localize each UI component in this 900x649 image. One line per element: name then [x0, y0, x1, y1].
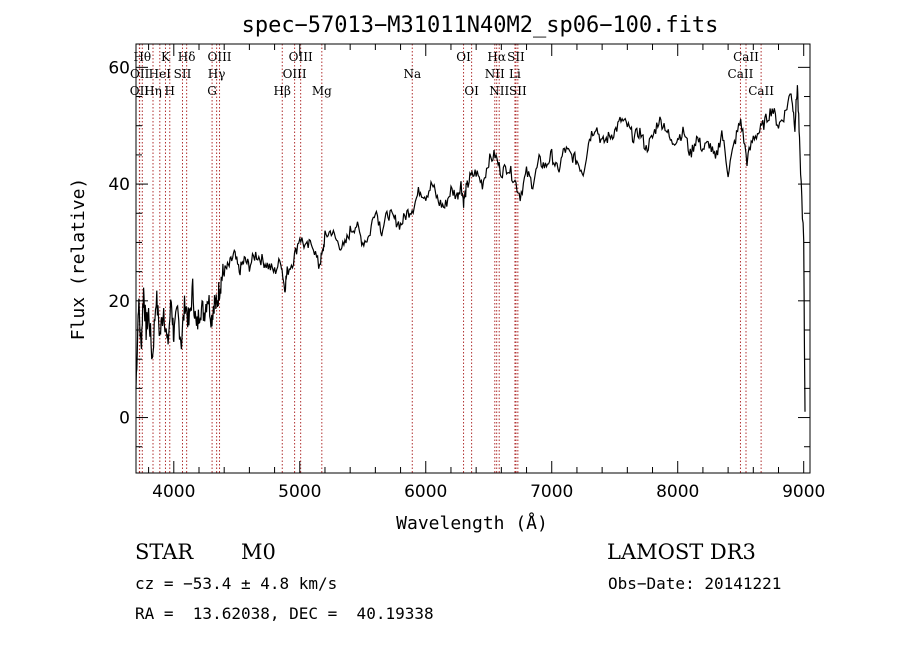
- x-tick-label: 6000: [404, 482, 447, 502]
- chart-title: spec−57013−M31011N40M2_sp06−100.fits: [242, 13, 719, 38]
- line-label: Hα: [487, 50, 506, 64]
- line-label: Na: [403, 67, 421, 81]
- line-label: K: [161, 50, 171, 64]
- line-label: OII: [130, 84, 150, 98]
- obs-date-text: Obs−Date: 20141221: [608, 574, 782, 593]
- line-label: Hδ: [178, 50, 196, 64]
- line-label: OI: [464, 84, 479, 98]
- x-tick-label: 7000: [530, 482, 573, 502]
- line-label: Hθ: [133, 50, 151, 64]
- y-axis-ticks: 0 20 40 60: [108, 58, 810, 448]
- spectrum-line: [135, 85, 806, 412]
- y-tick-label: 20: [108, 292, 130, 312]
- y-tick-label: 60: [108, 58, 130, 78]
- line-label: OII: [130, 67, 150, 81]
- coordinates-text: RA = 13.62038, DEC = 40.19338: [135, 604, 434, 623]
- line-label: NII: [485, 67, 505, 81]
- line-label: Hβ: [274, 84, 291, 98]
- x-axis-ticks: 4000 5000 6000 7000 8000 9000: [148, 44, 825, 502]
- line-label: OIII: [207, 50, 231, 64]
- line-label: Li: [509, 67, 521, 81]
- line-label: Mg: [312, 84, 332, 98]
- object-subclass: M0: [241, 540, 276, 564]
- x-tick-label: 4000: [152, 482, 195, 502]
- emission-line-labels: OII OII Hθ Hη HeI K H SII Hδ G Hγ OIII Hβ OIII OIII Mg N…: [130, 50, 775, 98]
- line-label: SII: [507, 50, 525, 64]
- line-label: CaII: [733, 50, 759, 64]
- plot-frame: [135, 43, 811, 474]
- line-label: CaII: [748, 84, 774, 98]
- line-label: Hγ: [208, 67, 226, 81]
- x-tick-label: 9000: [782, 482, 825, 502]
- line-label: NII: [489, 84, 509, 98]
- line-label: Hη: [144, 84, 162, 98]
- line-label: SII: [174, 67, 192, 81]
- redshift-text: cz = −53.4 ± 4.8 km/s: [135, 574, 338, 593]
- x-tick-label: 5000: [278, 482, 321, 502]
- object-class: STAR: [135, 540, 194, 564]
- line-label: CaII: [728, 67, 754, 81]
- line-label: SII: [509, 84, 527, 98]
- line-label: G: [207, 84, 217, 98]
- y-axis-label: Flux (relative): [68, 178, 89, 341]
- x-axis-label: Wavelength (Å): [396, 512, 548, 534]
- y-tick-label: 0: [119, 409, 130, 429]
- y-tick-label: 40: [108, 175, 130, 195]
- line-label: OI: [456, 50, 471, 64]
- line-label: H: [165, 84, 175, 98]
- x-tick-label: 8000: [656, 482, 699, 502]
- line-label: HeI: [149, 67, 172, 81]
- survey-name: LAMOST DR3: [607, 540, 756, 564]
- line-label: OIII: [289, 50, 313, 64]
- line-label: OIII: [283, 67, 307, 81]
- emission-line-markers: [138, 44, 762, 473]
